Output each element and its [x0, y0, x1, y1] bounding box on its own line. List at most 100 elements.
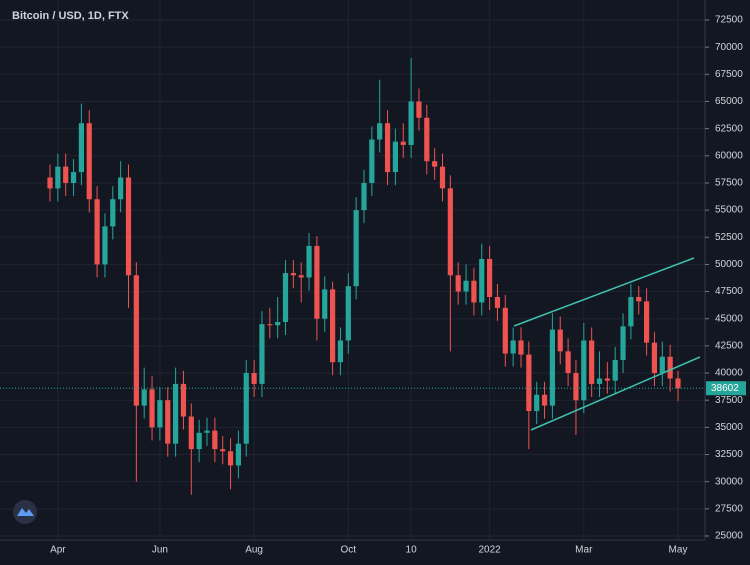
candle-body — [644, 301, 650, 343]
candle-body — [290, 273, 296, 276]
candle-body — [330, 289, 336, 363]
candle-body — [78, 123, 84, 173]
candle-body — [243, 373, 249, 444]
candle-body — [118, 177, 124, 200]
candle-body — [479, 258, 485, 303]
x-tick-label: Aug — [245, 545, 263, 556]
channel-upper — [513, 257, 695, 327]
candle-body — [275, 321, 281, 326]
candle-body — [298, 275, 304, 278]
candle-body — [377, 123, 383, 140]
y-tick-label: 35000 — [715, 422, 743, 433]
candle-body — [369, 139, 375, 183]
candle-body — [188, 416, 194, 450]
candle-body — [267, 324, 273, 326]
last-price-tag — [706, 381, 746, 396]
candles — [47, 58, 681, 495]
x-tick-label: Jun — [152, 545, 168, 556]
y-tick-label: 52500 — [715, 232, 743, 243]
candle-body — [549, 329, 555, 406]
candle-body — [675, 378, 681, 389]
candle-body — [526, 354, 532, 412]
grid — [0, 0, 705, 540]
candle-body — [282, 273, 289, 322]
y-tick-label: 70000 — [715, 42, 743, 53]
y-tick-label: 55000 — [715, 205, 743, 216]
candle-body — [416, 101, 422, 118]
candle-body — [596, 378, 603, 384]
candle-body — [337, 340, 344, 363]
y-tick-label: 27500 — [715, 503, 743, 514]
candle-body — [518, 340, 524, 355]
candle-body — [47, 177, 53, 189]
y-tick-label: 37500 — [715, 395, 743, 406]
candle-body — [157, 400, 163, 428]
last-price-label: 38602 — [711, 383, 739, 394]
candle-body — [125, 177, 132, 276]
y-tick-label: 62500 — [715, 123, 743, 134]
candle-body — [487, 258, 493, 298]
candle-body — [110, 199, 116, 227]
candle-body — [447, 188, 453, 276]
candle-body — [557, 329, 563, 352]
y-tick-label: 32500 — [715, 449, 743, 460]
candle-body — [102, 226, 108, 265]
y-tick-label: 57500 — [715, 178, 743, 189]
candle-body — [463, 280, 469, 292]
candle-body — [534, 394, 540, 412]
candle-body — [424, 117, 430, 162]
y-tick-label: 42500 — [715, 341, 743, 352]
candle-body — [165, 400, 171, 444]
y-tick-label: 67500 — [715, 69, 743, 80]
x-tick-label: Mar — [575, 545, 593, 556]
candle-body — [149, 389, 155, 428]
candle-body — [322, 289, 328, 319]
y-tick-label: 47500 — [715, 286, 743, 297]
y-tick-label: 65000 — [715, 96, 743, 107]
candle-body — [408, 101, 414, 145]
candle-body — [620, 326, 626, 361]
candle-body — [636, 297, 642, 302]
candle-body — [94, 199, 100, 265]
y-tick-label: 40000 — [715, 368, 743, 379]
candle-body — [432, 161, 438, 167]
candle-body — [612, 360, 618, 381]
chart-title: Bitcoin / USD, 1D, FTX — [12, 10, 129, 22]
candle-body — [573, 373, 579, 401]
candle-body — [565, 351, 571, 374]
x-tick-label: May — [669, 545, 688, 556]
candle-body — [259, 324, 265, 384]
candle-body — [86, 123, 92, 200]
candle-body — [439, 166, 446, 189]
y-tick-label: 45000 — [715, 313, 743, 324]
candle-body — [345, 286, 351, 341]
candle-body — [361, 182, 367, 211]
x-tick-label: Apr — [50, 545, 66, 556]
candle-body — [141, 389, 147, 406]
candle-body — [204, 430, 210, 433]
y-tick-label: 60000 — [715, 150, 743, 161]
y-tick-label: 50000 — [715, 259, 743, 270]
logo — [13, 500, 37, 524]
y-tick-label: 72500 — [715, 15, 743, 26]
candle-body — [180, 383, 187, 417]
x-tick-label: Oct — [341, 545, 357, 556]
price-axis — [705, 0, 750, 565]
candle-body — [227, 451, 234, 466]
candle-body — [581, 340, 587, 401]
candle-body — [63, 166, 69, 183]
candle-body — [667, 356, 673, 379]
candle-body — [502, 307, 508, 354]
candle-body — [628, 297, 634, 327]
candle-body — [196, 432, 202, 450]
candle-body — [471, 280, 477, 303]
candle-body — [314, 245, 320, 319]
candle-body — [133, 275, 139, 406]
candle-body — [604, 378, 610, 381]
candle-body — [212, 430, 218, 450]
candle-body — [306, 245, 312, 278]
y-tick-label: 25000 — [715, 531, 743, 542]
